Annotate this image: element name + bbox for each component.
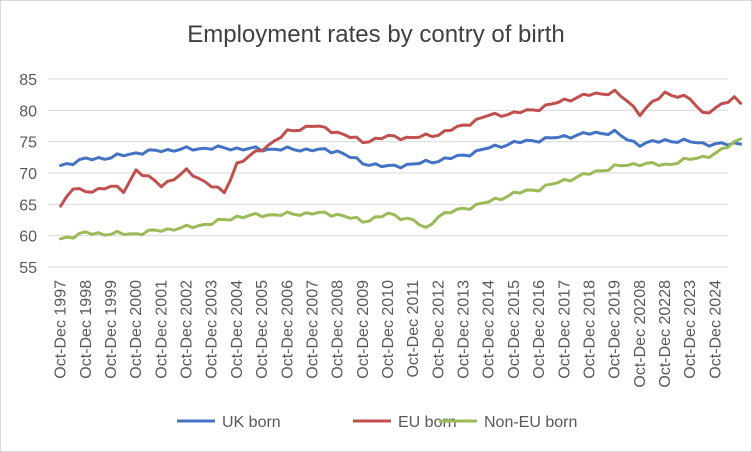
y-tick-label: 70 <box>19 166 37 183</box>
series-line <box>59 137 743 241</box>
x-tick-label: Oct-Dec 2012 <box>430 280 447 379</box>
x-tick-label: Oct-Dec 2006 <box>279 280 296 379</box>
x-tick-label: Oct-Dec 1997 <box>53 280 70 379</box>
x-tick-label: Oct-Dec 2017 <box>556 280 573 379</box>
x-tick-label: Oct-Dec 1998 <box>78 280 95 379</box>
legend-label: Non-EU born <box>484 414 577 431</box>
y-tick-label: 75 <box>19 135 37 152</box>
x-tick-label: Oct-Dec 2008 <box>330 280 347 379</box>
x-tick-label: Oct-Dec 2024 <box>707 280 724 379</box>
x-tick-label: Oct-Dec 2018 <box>581 280 598 379</box>
x-tick-label: Oct-Dec 2011 <box>405 280 422 378</box>
legend-label: EU born <box>398 414 457 431</box>
x-tick-label: Oct-Dec 2010 <box>380 280 397 379</box>
x-tick-label: Oct-Dec 2005 <box>254 280 271 379</box>
y-tick-label: 55 <box>19 260 37 277</box>
x-tick-label: Oct-Dec 2009 <box>355 280 372 379</box>
x-tick-label: Oct-Dec 2019 <box>607 280 624 379</box>
x-tick-label: Oct-Dec 2003 <box>204 280 221 379</box>
x-tick-label: Oct-Dec 2013 <box>456 280 473 379</box>
y-tick-label: 60 <box>19 229 37 246</box>
x-tick-label: Oct-Dec 2014 <box>481 280 498 379</box>
x-tick-label: Oct-Dec 2015 <box>506 280 523 379</box>
y-tick-label: 80 <box>19 103 37 120</box>
x-tick-label: Oct-Dec 2004 <box>229 280 246 379</box>
x-tick-label: Oct-Dec 2001 <box>153 280 170 379</box>
legend-label: UK born <box>222 414 281 431</box>
x-tick-label: Oct-Dec 2000 <box>128 280 145 379</box>
chart-title: Employment rates by contry of birth <box>187 21 565 48</box>
x-tick-label: Oct-Dec 2016 <box>531 280 548 379</box>
x-tick-label: Oct-Dec 2002 <box>179 280 196 379</box>
x-tick-label: Oct-Dec 2023 <box>682 280 699 379</box>
x-tick-label: Oct-Dec 20228 <box>657 280 674 388</box>
series-line <box>59 88 743 208</box>
y-tick-label: 85 <box>19 72 37 89</box>
x-tick-label: Oct-Dec 1999 <box>103 280 120 379</box>
x-tick-label: Oct-Dec 20208 <box>632 280 649 388</box>
x-tick-label: Oct-Dec 2007 <box>304 280 321 379</box>
series-line <box>59 128 743 170</box>
y-tick-label: 65 <box>19 197 37 214</box>
